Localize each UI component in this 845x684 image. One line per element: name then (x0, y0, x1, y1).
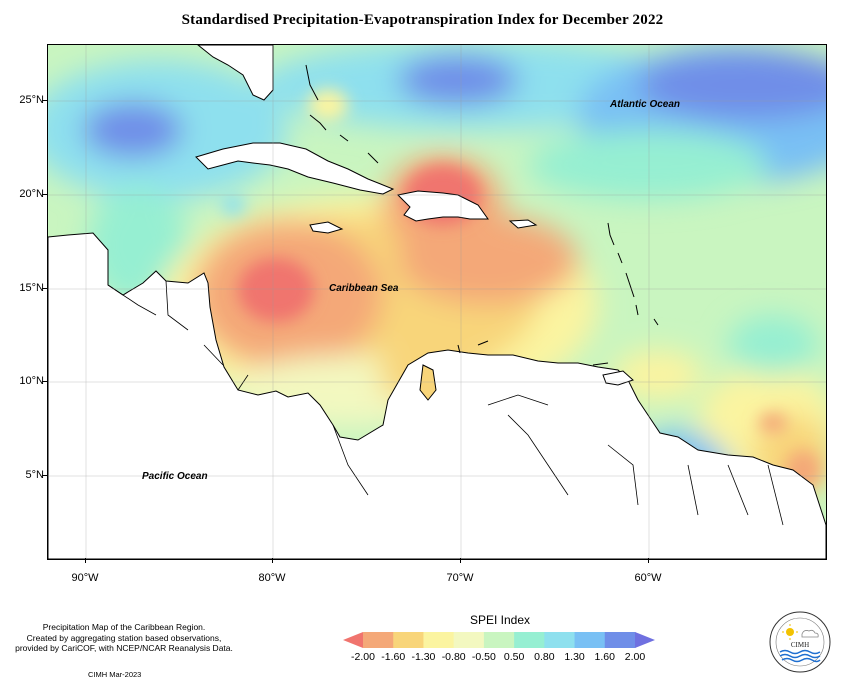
lat-tick (42, 381, 47, 382)
credit-line-2: Created by aggregating station based obs… (26, 632, 222, 643)
legend-tick-label: -0.80 (441, 651, 466, 663)
lat-label-5n: 5°N (25, 469, 44, 481)
legend-tick-label: -1.30 (411, 651, 436, 663)
spei-map: Atlantic Ocean Caribbean Sea Pacific Oce… (47, 44, 827, 560)
issue-date: CIMH Mar-2023 (88, 670, 142, 679)
legend-tick-label: -0.50 (471, 651, 496, 663)
lat-label-25n: 25°N (19, 94, 44, 106)
credit-line-3: provided by CariCOF, with NCEP/NCAR Rean… (15, 643, 233, 653)
lon-tick (460, 558, 461, 563)
legend-arrow-low (343, 632, 363, 648)
legend-swatch (514, 632, 545, 648)
map-title: Standardised Precipitation-Evapotranspir… (181, 12, 664, 28)
legend-swatch (453, 632, 485, 648)
legend-tick-label: 2.00 (624, 651, 646, 663)
credit-line-1: Precipitation Map of the Caribbean Regio… (42, 622, 206, 632)
legend-title: SPEI Index (469, 613, 531, 627)
legend-swatch (423, 632, 455, 648)
legend-swatch (483, 632, 515, 648)
lat-tick (42, 100, 47, 101)
lon-tick (272, 558, 273, 563)
legend-tick-label: 1.60 (594, 651, 615, 663)
lon-tick (85, 558, 86, 563)
legend-swatch (393, 632, 424, 648)
lon-label-80w: 80°W (258, 572, 286, 584)
lon-label-60w: 60°W (634, 572, 662, 584)
lat-label-20n: 20°N (19, 188, 44, 200)
pacific-ocean-label: Pacific Ocean (142, 471, 208, 482)
legend-tick-label: 1.30 (564, 651, 585, 663)
legend-swatch (363, 632, 394, 648)
logo-text: CIMH (791, 641, 809, 649)
lon-label-90w: 90°W (71, 572, 99, 584)
legend-ticks: -2.00 -1.60 -1.30 -0.80 -0.50 0.50 0.80 1.30 1.6… (343, 651, 655, 665)
legend-swatch (574, 632, 606, 648)
caribbean-sea-label: Caribbean Sea (329, 283, 399, 294)
lat-tick (42, 194, 47, 195)
lat-label-15n: 15°N (19, 282, 44, 294)
legend-arrow-high (635, 632, 655, 648)
spei-field (48, 45, 826, 559)
legend-swatch (544, 632, 576, 648)
cimh-logo-icon: CIMH (769, 611, 831, 673)
legend-tick-label: 0.80 (534, 651, 555, 663)
lon-label-70w: 70°W (446, 572, 474, 584)
lon-tick (648, 558, 649, 563)
legend-tick-label: -2.00 (351, 651, 375, 663)
lat-tick (42, 288, 47, 289)
legend-colorbar (343, 632, 655, 648)
legend-tick-label: 0.50 (503, 651, 525, 663)
legend-swatch (604, 632, 636, 648)
map-credit: Precipitation Map of the Caribbean Regio… (8, 622, 240, 654)
legend-tick-label: -1.60 (381, 651, 406, 663)
lat-tick (42, 475, 47, 476)
lat-label-10n: 10°N (19, 375, 44, 387)
atlantic-ocean-label: Atlantic Ocean (610, 99, 681, 110)
